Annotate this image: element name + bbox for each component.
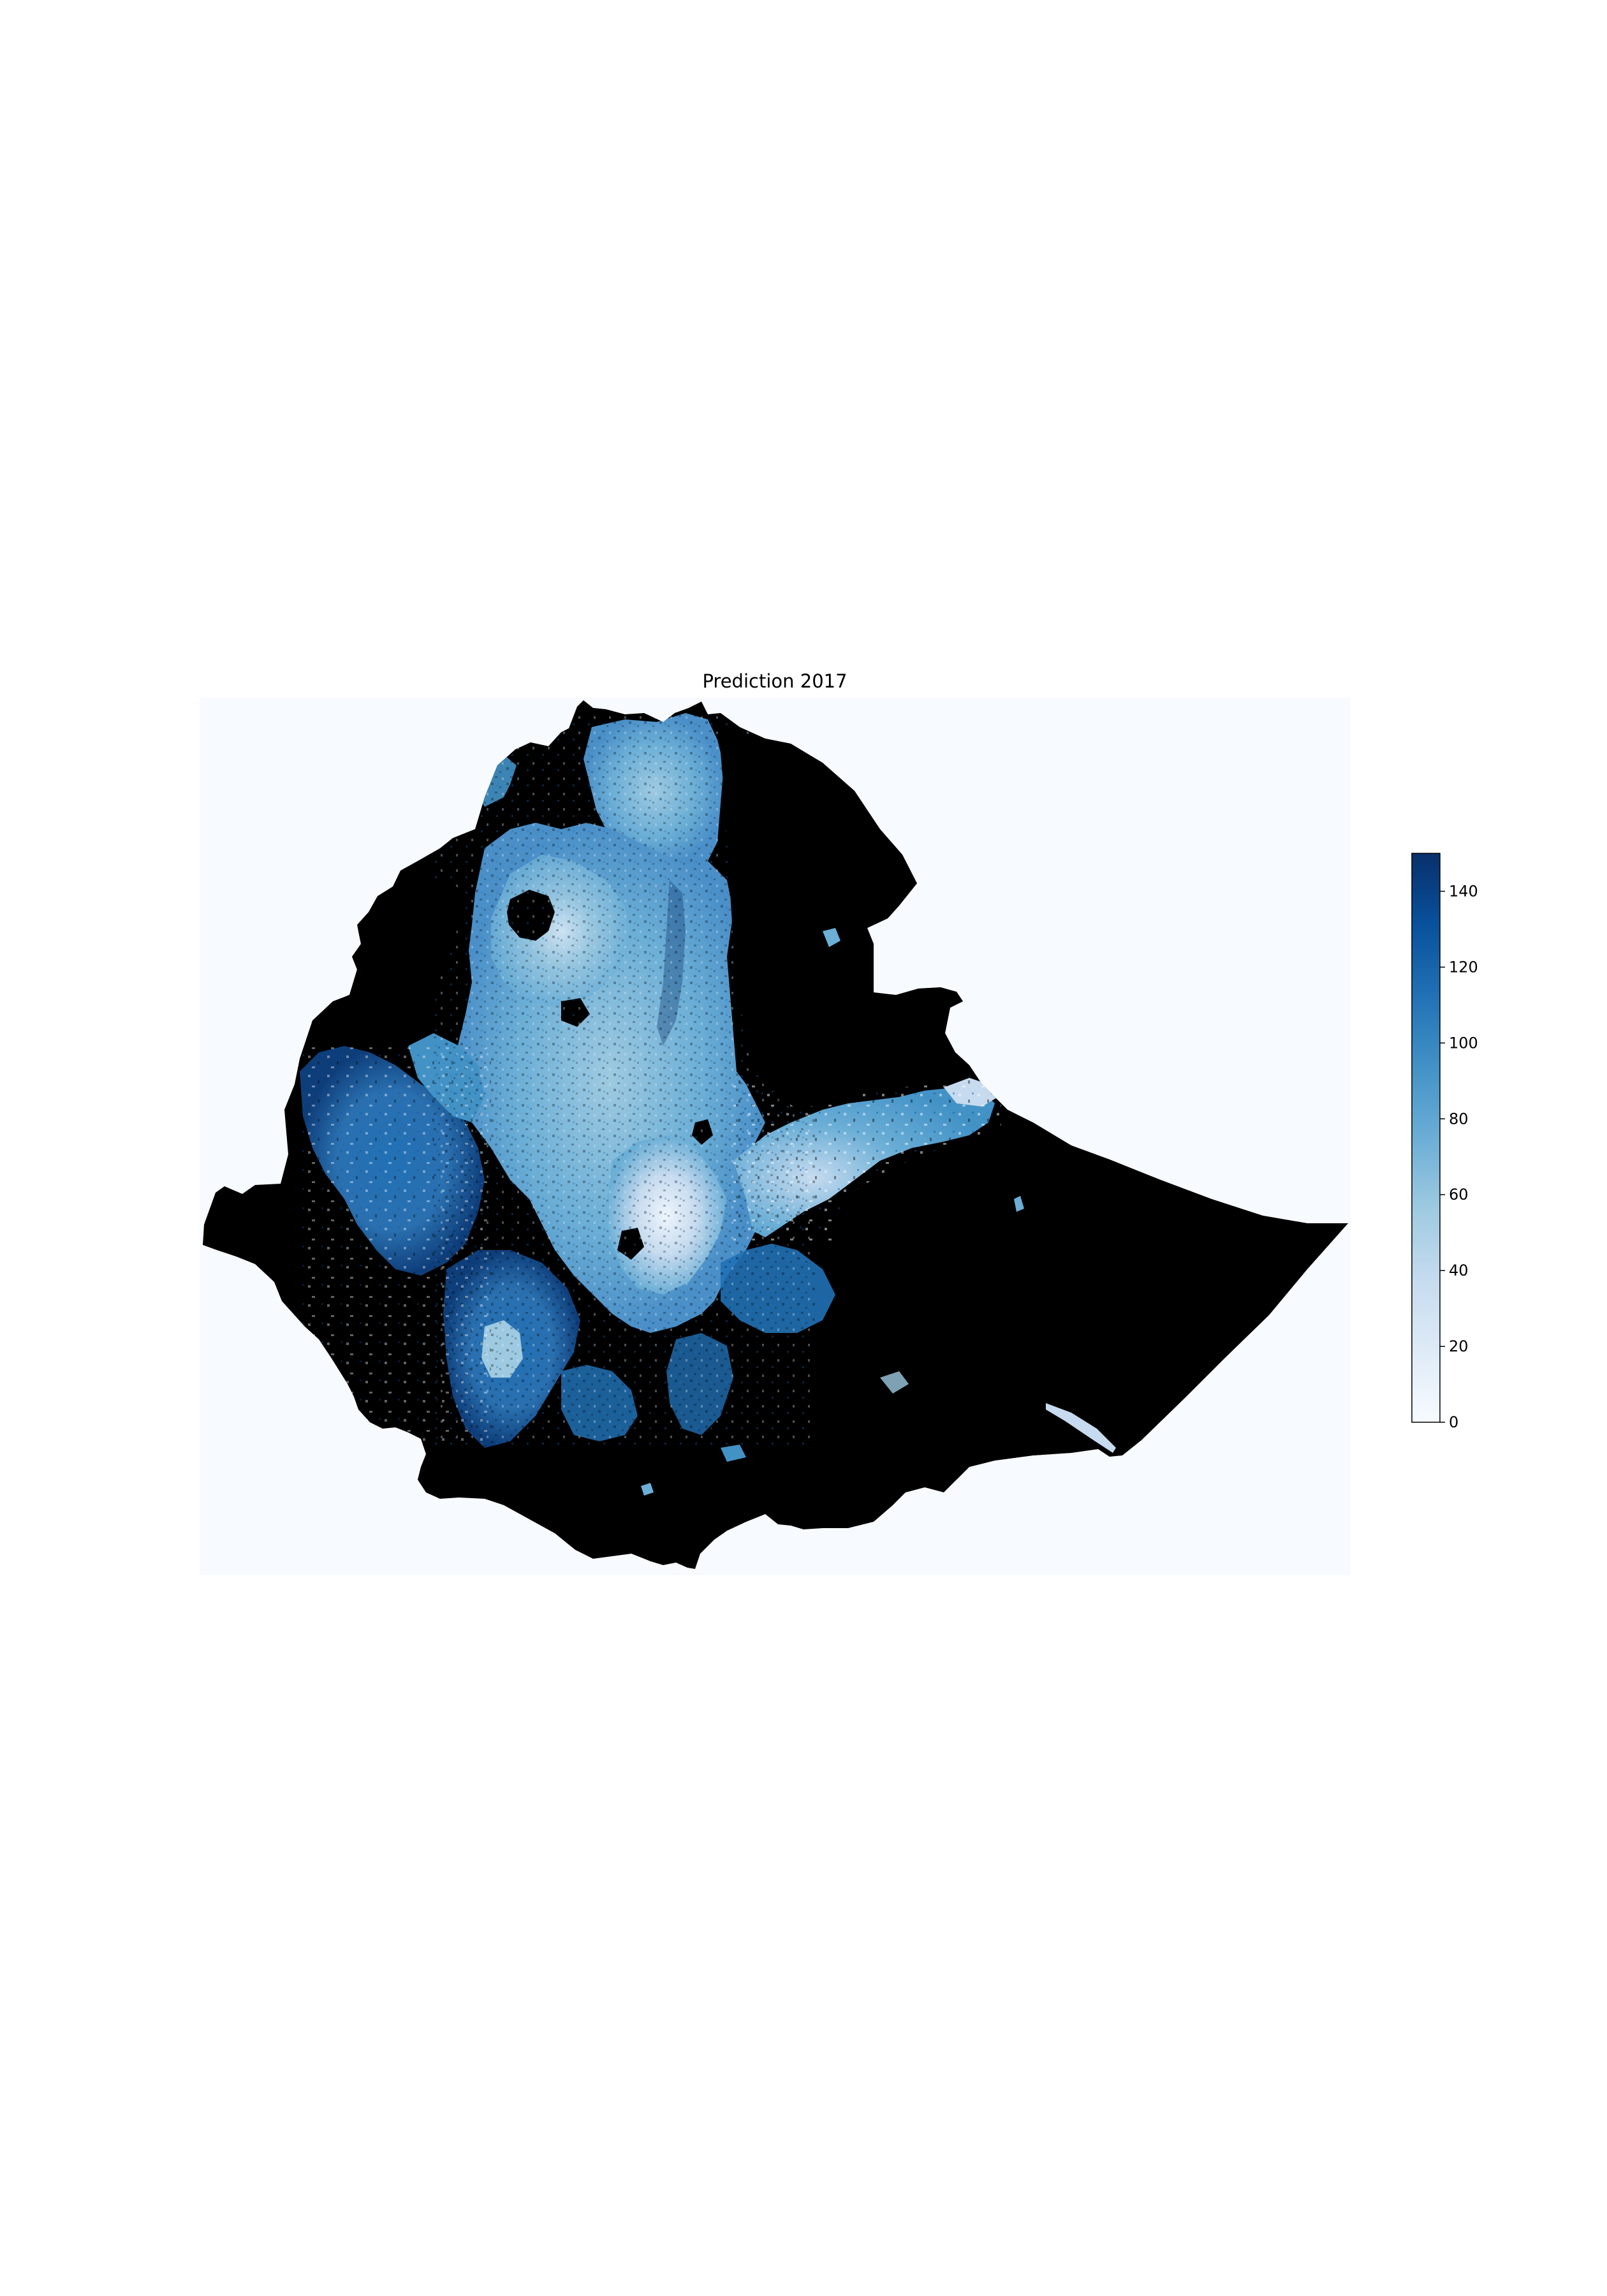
colorbar-gradient [1411,853,1441,1423]
colorbar-tick-label: 100 [1449,1034,1478,1052]
colorbar-tick-label: 0 [1449,1413,1458,1431]
colorbar-tick-label: 80 [1449,1110,1469,1128]
colorbar-tick-label: 120 [1449,958,1478,976]
north-west-mask [344,880,466,1033]
scatter-patch [823,928,840,947]
scatter-patch [641,1483,654,1496]
scatter-patch [1014,1196,1024,1212]
south-mask [529,1448,797,1563]
colorbar-tick-label: 60 [1449,1186,1469,1203]
scatter-patch [1046,1403,1116,1453]
map-panel [200,698,1351,1575]
colorbar-tick-label: 40 [1449,1262,1469,1279]
colorbar: 0 20 40 60 80 100 120 140 [1411,853,1478,1431]
figure-title: Prediction 2017 [702,670,847,692]
colorbar-tick-label: 20 [1449,1337,1469,1355]
scatter-patch [880,1371,909,1394]
scatter-patch [721,1445,746,1462]
afar-mask [721,727,969,1110]
colorbar-ticks: 0 20 40 60 80 100 120 140 [1440,882,1478,1431]
colorbar-tick-label: 140 [1449,882,1478,900]
ogaden-mask [829,1122,1348,1492]
